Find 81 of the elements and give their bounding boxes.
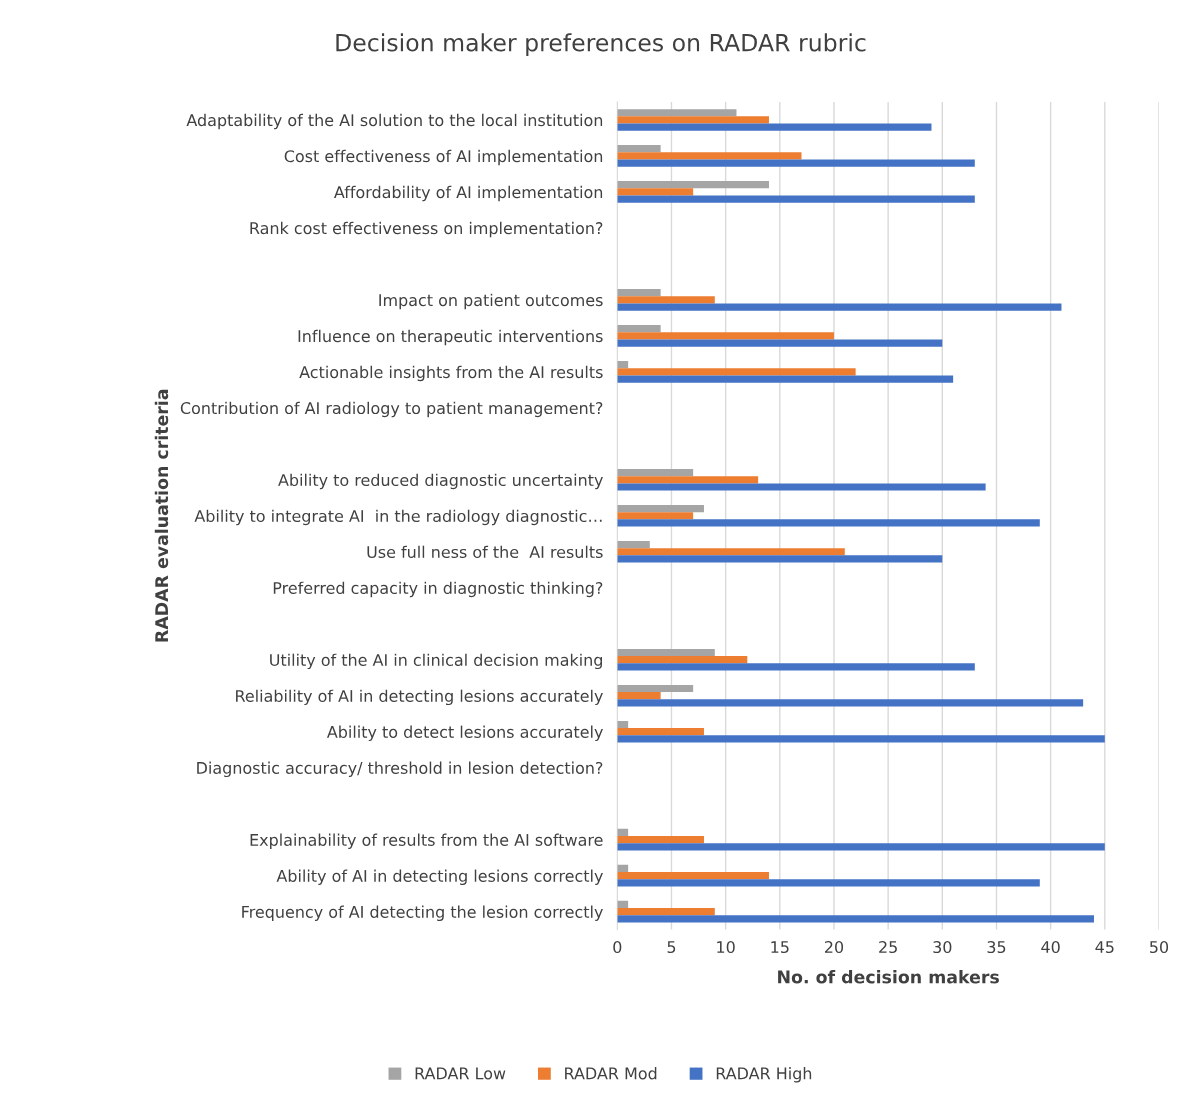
bar (617, 332, 834, 340)
x-tick-label: 10 (717, 941, 735, 954)
y-tick-label: Affordability of AI implementation (333, 185, 603, 202)
bar (617, 325, 661, 333)
bar (617, 555, 943, 563)
x-tick-label: 45 (1095, 941, 1114, 954)
y-tick-label: Preferred capacity in diagnostic thinking? (273, 581, 603, 598)
bar (617, 145, 661, 153)
bar (617, 468, 694, 477)
bar (617, 181, 769, 189)
y-tick-label: Adaptability of the AI solution to the local institution (186, 113, 603, 130)
bar (617, 116, 769, 124)
legend-label: RADAR High (716, 1067, 812, 1083)
bar (617, 375, 954, 383)
bar (617, 361, 629, 369)
bar (617, 663, 975, 671)
x-tick-label: 30 (933, 941, 952, 954)
bar (617, 159, 975, 167)
bar (617, 648, 715, 657)
bar (617, 728, 704, 736)
x-tick-label: 35 (987, 941, 1006, 954)
y-tick-label: Explainability of results from the AI software (250, 833, 603, 850)
bar (617, 339, 943, 347)
y-axis-title: RADAR evaluation criteria (154, 389, 169, 642)
bar (617, 188, 694, 196)
bar (617, 296, 715, 304)
x-tick-label: 20 (824, 941, 844, 954)
bar (617, 504, 704, 513)
bar (617, 195, 975, 203)
y-tick-label: Diagnostic accuracy/ threshold in lesion detection? (197, 761, 603, 778)
bar (617, 368, 856, 376)
bar (617, 864, 629, 873)
y-tick-label: Utility of the AI in clinical decision making (270, 653, 602, 670)
y-tick-label: Cost effectiveness of AI implementation (284, 149, 603, 166)
bar (617, 152, 802, 160)
x-tick-label: 0 (613, 941, 622, 954)
bar (617, 483, 986, 491)
y-tick-label: Impact on patient outcomes (379, 293, 603, 310)
y-tick-label: Actionable insights from the AI results (299, 365, 603, 382)
bar (617, 512, 694, 520)
bar (617, 123, 932, 131)
bar (617, 879, 1040, 887)
y-tick-label: Contribution of AI radiology to patient management? (180, 401, 603, 418)
bar (617, 109, 737, 117)
bar (617, 720, 629, 729)
bar (617, 303, 1062, 311)
bar (617, 519, 1040, 527)
y-tick-label: Frequency of AI detecting the lesion correctly (242, 905, 603, 922)
x-tick-label: 25 (879, 941, 897, 954)
y-tick-label: Ability of AI in detecting lesions correctly (276, 869, 603, 886)
x-tick-label: 50 (1150, 941, 1169, 954)
y-tick-label: Ability to reduced diagnostic uncertainty (278, 473, 603, 490)
bar (617, 828, 629, 837)
y-tick-label: Rank cost effectiveness on implementation? (250, 221, 603, 238)
x-axis-title: No. of decision makers (778, 970, 999, 984)
y-tick-label: Reliability of AI in detecting lesions accurately (236, 689, 603, 706)
bar (617, 548, 845, 556)
bar (617, 843, 1105, 851)
y-tick-label: Use full ness of the AI results (367, 545, 603, 559)
bar (617, 915, 1094, 923)
bar (617, 836, 704, 844)
bar (617, 289, 661, 297)
x-tick-label: 5 (667, 941, 676, 954)
y-tick-label: Ability to detect lesions accurately (326, 725, 603, 742)
bar (617, 540, 650, 549)
x-tick-label: 15 (771, 941, 789, 954)
bar (617, 699, 1084, 707)
bar (617, 735, 1105, 743)
bar (617, 476, 759, 484)
legend-label: RADAR Mod (565, 1067, 657, 1080)
y-tick-label: Influence on therapeutic interventions (298, 329, 603, 346)
bar (617, 908, 715, 916)
chart-title: Decision maker preferences on RADAR rubric (336, 33, 866, 57)
legend-label: RADAR Low (415, 1067, 506, 1080)
bar (617, 900, 629, 909)
bar (617, 872, 769, 880)
bar (617, 692, 661, 700)
x-tick-label: 40 (1041, 941, 1060, 954)
y-tick-label: Ability to integrate AI in the radiology diagnostic… (194, 509, 602, 526)
bar (617, 684, 694, 693)
bar (617, 656, 748, 664)
